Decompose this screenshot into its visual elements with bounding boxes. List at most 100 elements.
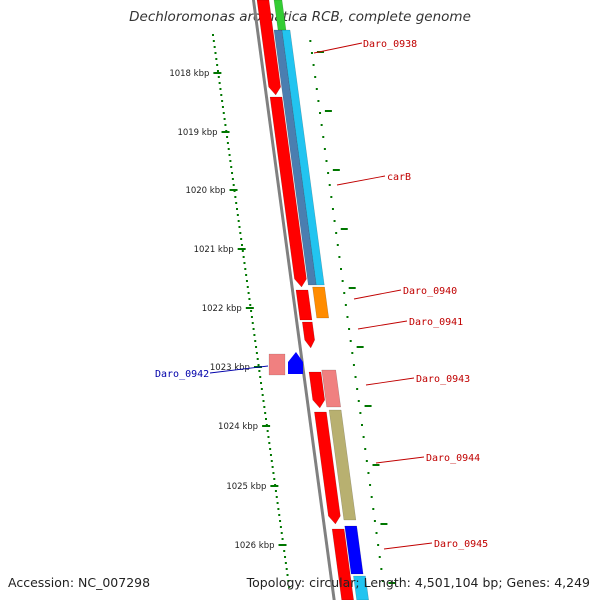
ruler-dot <box>260 388 263 390</box>
ruler-dot <box>224 124 227 126</box>
gene-label-carb[interactable]: carB <box>387 172 411 183</box>
gene-block-carb[interactable] <box>269 96 307 288</box>
ruler-dot <box>250 316 253 318</box>
olive-lane-block[interactable] <box>328 409 357 521</box>
right-ruler-dot <box>367 472 370 474</box>
ruler-dot <box>238 226 241 228</box>
right-ruler-dot <box>340 268 343 270</box>
ruler-dot <box>229 160 232 162</box>
ruler-kbp-label: 1019 kbp <box>177 128 217 138</box>
ruler-kbp-label: 1023 kbp <box>210 363 250 373</box>
ruler-dot <box>243 262 246 264</box>
ruler-dot <box>241 250 244 252</box>
ruler-dot <box>245 280 248 282</box>
ruler-dot <box>215 58 218 60</box>
gene-block-daro-0943[interactable] <box>308 371 326 409</box>
right-ruler-dot <box>343 292 346 294</box>
ruler-dot <box>259 376 262 378</box>
gene-block-daro-0940[interactable] <box>295 289 313 321</box>
ruler-dot <box>279 520 282 522</box>
gene-block-daro-0938[interactable] <box>256 0 281 96</box>
gene-block-daro-0942-blue[interactable] <box>288 352 303 374</box>
ruler-dot <box>231 178 234 180</box>
blue-lane-light[interactable] <box>281 29 325 286</box>
right-ruler-dot <box>330 196 333 198</box>
right-ruler-dot <box>312 64 315 66</box>
right-ruler-dot <box>360 424 363 426</box>
green-lane-block[interactable] <box>273 0 287 31</box>
pink-lane-block[interactable] <box>321 369 341 408</box>
ruler-dot <box>227 148 230 150</box>
ruler-dot <box>262 400 265 402</box>
ruler-dot <box>278 514 281 516</box>
gene-label-daro-0942[interactable]: Daro_0942 <box>155 369 209 380</box>
ruler-dot <box>270 460 273 462</box>
ruler-kbp-label: 1024 kbp <box>218 422 258 432</box>
right-ruler-dot <box>348 328 351 330</box>
ruler-dot <box>264 412 267 414</box>
ruler-dot <box>232 184 235 186</box>
ruler-dot <box>260 382 263 384</box>
ruler-dot <box>220 94 223 96</box>
gene-label-daro-0941[interactable]: Daro_0941 <box>409 317 463 328</box>
gene-label-daro-0938[interactable]: Daro_0938 <box>363 39 417 50</box>
right-ruler-dot <box>373 520 376 522</box>
right-ruler-dot <box>319 112 322 114</box>
ruler-dot <box>279 526 282 528</box>
right-ruler-dot <box>315 88 318 90</box>
ruler-dot <box>247 292 250 294</box>
genome-summary-text: Topology: circular; Length: 4,501,104 bp… <box>246 575 590 590</box>
ruler-dot <box>257 364 260 366</box>
ruler-dot <box>217 76 220 78</box>
ruler-dot <box>256 358 259 360</box>
ruler-kbp-label: 1018 kbp <box>169 69 209 79</box>
gene-leader-line <box>209 365 269 374</box>
ruler-dot <box>251 322 254 324</box>
right-ruler-dot <box>344 304 347 306</box>
ruler-dot <box>222 112 225 114</box>
right-ruler-dot <box>356 388 359 390</box>
right-ruler-dot <box>372 508 375 510</box>
gene-block-daro-0945[interactable] <box>331 528 354 600</box>
ruler-dot <box>235 202 238 204</box>
blue-lane-block[interactable] <box>344 525 364 575</box>
right-ruler-dot <box>352 364 355 366</box>
gene-label-daro-0943[interactable]: Daro_0943 <box>416 374 470 385</box>
ruler-dot <box>236 208 239 210</box>
ruler-dot <box>221 106 224 108</box>
gene-label-daro-0945[interactable]: Daro_0945 <box>434 539 488 550</box>
gene-block-daro-0944[interactable] <box>314 411 341 525</box>
ruler-dot <box>258 370 261 372</box>
orange-lane-block[interactable] <box>312 286 330 319</box>
cyan-lane-block[interactable] <box>353 575 369 600</box>
gene-label-daro-0944[interactable]: Daro_0944 <box>426 453 480 464</box>
ruler-dot <box>240 238 243 240</box>
gene-label-daro-0940[interactable]: Daro_0940 <box>403 286 457 297</box>
gene-labels[interactable]: Daro_0938 carB Daro_0940 Daro_0941 Daro_0942… <box>155 39 488 550</box>
ruler-dot <box>244 268 247 270</box>
ruler-dot <box>255 352 258 354</box>
right-ruler-dot <box>365 460 368 462</box>
right-ruler-dot <box>323 148 326 150</box>
ruler-kbp-label: 1020 kbp <box>185 186 225 196</box>
ruler-dot <box>271 466 274 468</box>
gene-block-daro-0942-pink[interactable] <box>268 353 286 376</box>
ruler-dot <box>216 70 219 72</box>
right-ruler-dot <box>341 280 344 282</box>
ruler-dot <box>236 214 239 216</box>
right-ruler-dot <box>309 40 312 42</box>
ruler-dot <box>237 220 240 222</box>
ruler-dot <box>252 328 255 330</box>
gene-block-daro-0941[interactable] <box>301 321 315 349</box>
ruler-dot <box>226 142 229 144</box>
right-ruler-dot <box>317 100 320 102</box>
ruler-dot <box>221 100 224 102</box>
ruler-dot <box>212 40 215 42</box>
gene-features[interactable] <box>256 0 369 600</box>
right-ruler-dot <box>378 556 381 558</box>
gene-leader-line <box>365 377 415 386</box>
gene-leader-line <box>383 542 433 550</box>
ruler-dot <box>283 550 286 552</box>
gene-leader-line <box>357 320 408 330</box>
